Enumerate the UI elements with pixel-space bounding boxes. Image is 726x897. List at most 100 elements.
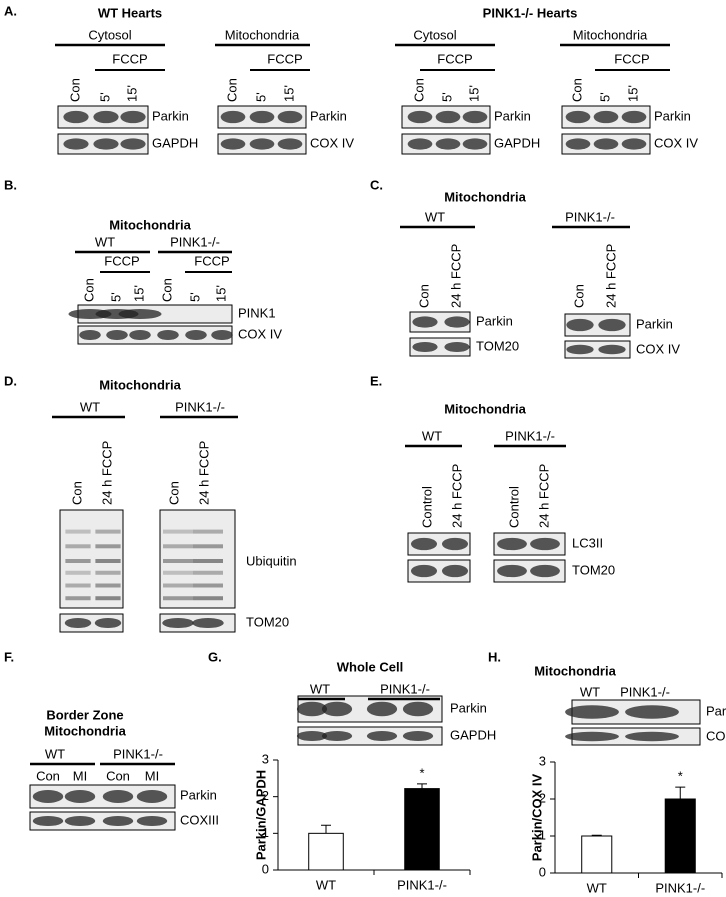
group-header: Cytosol [413, 27, 456, 42]
row-label: COX IV [654, 135, 698, 150]
band [118, 308, 162, 320]
row-label: Parkin [494, 108, 531, 123]
row-label: TOM20 [572, 562, 615, 577]
row-label: Parkin [450, 700, 487, 715]
band [63, 138, 89, 150]
band [277, 138, 303, 150]
row-label: Parkin [180, 787, 217, 802]
band [412, 341, 438, 353]
group-header: WT [425, 209, 445, 224]
band [102, 790, 134, 803]
band [565, 705, 619, 719]
band [193, 529, 223, 534]
group-header: WT [310, 681, 330, 696]
band [435, 110, 461, 124]
group-header: PINK1-/- [505, 428, 555, 443]
band [193, 596, 223, 601]
band [296, 730, 328, 742]
band [321, 730, 353, 742]
panel-title: Mitochondria [444, 189, 526, 204]
band [163, 583, 193, 588]
band [441, 537, 469, 551]
band [566, 344, 594, 355]
error-bar [417, 783, 427, 789]
band [65, 596, 91, 601]
treatment: FCCP [104, 253, 139, 268]
band [102, 815, 134, 827]
band [32, 815, 64, 827]
band [593, 110, 619, 124]
band [220, 110, 246, 124]
band [296, 701, 328, 717]
y-tick-label: 2 [539, 790, 546, 805]
lane-label: MI [145, 768, 159, 783]
lane-label: 5' [108, 292, 123, 302]
bar [581, 835, 613, 874]
band [65, 529, 91, 534]
band [163, 596, 193, 601]
panel-label: F. [4, 649, 14, 664]
band [163, 544, 193, 549]
group-header: WT [580, 684, 600, 699]
band [444, 341, 470, 353]
band [136, 790, 168, 803]
band [249, 138, 275, 150]
band [65, 559, 91, 563]
panel-title: Whole Cell [337, 659, 403, 674]
annotation: * [419, 765, 424, 780]
band [593, 138, 619, 150]
row-label: COXIII [180, 812, 219, 827]
y-axis-label: Parkin/COX IV [529, 773, 544, 861]
lane-label: 5' [253, 92, 268, 102]
band [530, 537, 560, 551]
band [193, 583, 223, 588]
band [402, 730, 434, 742]
x-tick-label: WT [316, 877, 336, 892]
lane-label: 24 h FCCP [196, 441, 211, 505]
group-header: PINK1-/- [113, 746, 163, 761]
lane-label: MI [73, 768, 87, 783]
lane-label: 24 h FCCP [536, 464, 551, 528]
band [407, 138, 433, 150]
band [366, 730, 398, 742]
band [193, 570, 223, 575]
band [64, 790, 96, 803]
band [402, 701, 434, 717]
lane-label: 5' [187, 292, 202, 302]
y-tick-label: 1 [539, 827, 546, 842]
lane-label: Con [416, 284, 431, 308]
lane-label: Con [166, 481, 181, 505]
panel-label: G. [208, 649, 222, 664]
lane-label: 15' [466, 85, 481, 102]
band [63, 110, 89, 124]
error-bar [321, 824, 331, 834]
row-label: Parkin [310, 108, 347, 123]
group-header: WT [80, 399, 100, 414]
band [621, 110, 647, 124]
band [65, 544, 91, 549]
band [441, 564, 469, 578]
lane-label: 15' [281, 85, 296, 102]
row-label: COX IV [636, 341, 680, 356]
band [163, 529, 193, 534]
group-header: WT [422, 428, 442, 443]
row-label: Parkin [152, 108, 189, 123]
group-header: WT [45, 746, 65, 761]
lane-label: Con [106, 768, 130, 783]
band [163, 559, 193, 563]
group-header: PINK1-/- [380, 681, 430, 696]
row-label: LC3II [572, 535, 603, 550]
panel-title: Mitochondria [534, 663, 616, 678]
group-header: PINK1-/- [175, 399, 225, 414]
lane-label: 15' [124, 85, 139, 102]
band [410, 537, 438, 551]
band [598, 344, 626, 355]
band [625, 731, 679, 742]
panel-label: B. [4, 177, 17, 192]
panel-label: A. [4, 3, 17, 18]
band [185, 329, 207, 341]
bar [404, 788, 440, 871]
lane-label: Con [571, 284, 586, 308]
lane-label: 24 h FCCP [99, 441, 114, 505]
band [64, 617, 92, 629]
